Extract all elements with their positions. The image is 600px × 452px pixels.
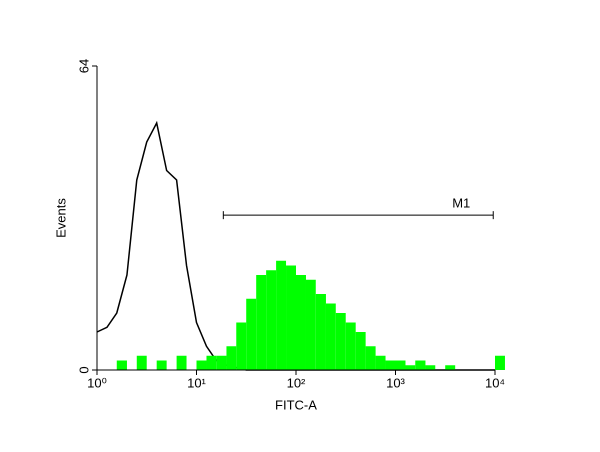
histogram-bar [276, 260, 287, 370]
histogram-bar [425, 365, 436, 370]
histogram-bar [375, 355, 386, 370]
histogram-bar [226, 346, 237, 370]
x-axis-label: FITC-A [275, 397, 317, 412]
histogram-bar [136, 355, 147, 370]
histogram-bar [296, 275, 306, 370]
x-tick-label: 10⁴ [485, 375, 505, 390]
histogram-bar [335, 313, 346, 370]
histogram-bar [116, 360, 127, 370]
y-axis-label: Events [53, 198, 68, 238]
histogram-bar [315, 294, 326, 370]
histogram-bar [286, 265, 296, 370]
histogram-bar [266, 270, 277, 370]
histogram-bar [256, 275, 267, 370]
histogram-bar [355, 332, 366, 370]
x-tick-label: 10⁰ [87, 375, 107, 390]
histogram-bar [206, 355, 217, 370]
histogram-bar [236, 322, 247, 370]
x-tick-label: 10¹ [187, 375, 206, 390]
histogram-bar [216, 355, 227, 370]
histogram-bar [395, 360, 406, 370]
histogram-bar [196, 360, 207, 370]
histogram-bar [156, 360, 167, 370]
marker-label: M1 [452, 196, 470, 211]
histogram-bar [325, 303, 336, 370]
x-tick-label: 10² [287, 375, 306, 390]
histogram-bar [176, 355, 187, 370]
histogram-bar [365, 346, 376, 370]
histogram-bar [495, 355, 505, 370]
histogram-bar [405, 365, 416, 370]
x-tick-label: 10³ [386, 375, 405, 390]
histogram-bar [305, 279, 316, 370]
histogram-bar [415, 360, 426, 370]
histogram-bar [345, 322, 356, 370]
histogram-bar [445, 365, 456, 370]
histogram-bar [246, 298, 257, 370]
y-tick-label: 0 [76, 366, 91, 373]
y-tick-label: 64 [76, 59, 91, 73]
histogram-bar [385, 360, 396, 370]
